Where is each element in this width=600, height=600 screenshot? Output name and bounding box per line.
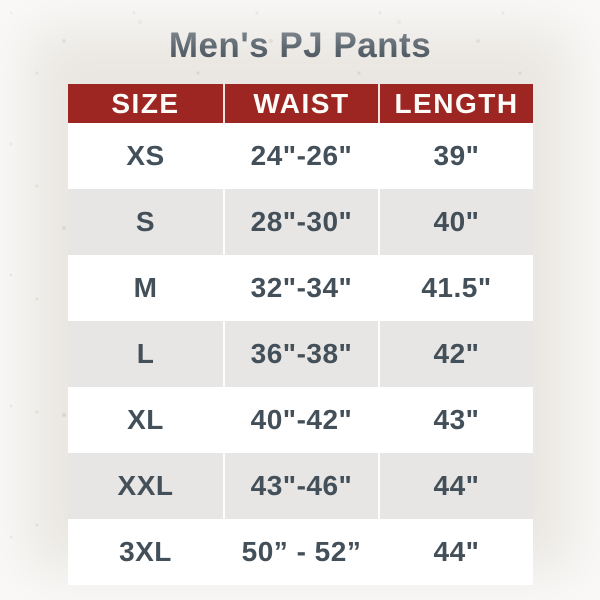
cell-length: 44" xyxy=(378,453,533,519)
cell-length: 42" xyxy=(378,321,533,387)
cell-length: 41.5" xyxy=(378,255,533,321)
cell-waist: 28"-30" xyxy=(223,189,378,255)
cell-waist: 24"-26" xyxy=(223,123,378,189)
cell-waist: 32"-34" xyxy=(223,255,378,321)
cell-size: XL xyxy=(127,404,164,435)
cell-length: 43" xyxy=(378,387,533,453)
cell-size: XXL xyxy=(117,470,174,501)
cell-length: 40" xyxy=(378,189,533,255)
table-row: S 28"-30" 40" xyxy=(68,189,533,255)
column-header-waist: WAIST xyxy=(223,84,378,123)
size-table: SIZE WAIST LENGTH XS 24"-26" 39" S 28"-30" 40… xyxy=(68,84,533,585)
cell-length: 39" xyxy=(378,123,533,189)
page-title: Men's PJ Pants xyxy=(168,26,432,65)
cell-length: 44" xyxy=(378,519,533,585)
cell-size: S xyxy=(135,206,156,237)
cell-waist: 40"-42" xyxy=(223,387,378,453)
cell-size: M xyxy=(133,272,158,303)
cell-size: 3XL xyxy=(119,536,172,567)
table-body: XS 24"-26" 39" S 28"-30" 40" M 32"-34" 41.5" L 36"… xyxy=(68,123,533,585)
table-row: M 32"-34" 41.5" xyxy=(68,255,533,321)
cell-waist: 43"-46" xyxy=(223,453,378,519)
table-header-row: SIZE WAIST LENGTH xyxy=(68,84,533,123)
table-row: XS 24"-26" 39" xyxy=(68,123,533,189)
cell-waist: 36"-38" xyxy=(223,321,378,387)
cell-size: XS xyxy=(126,140,165,171)
table-row: 3XL 50” - 52” 44" xyxy=(68,519,533,585)
cell-size: L xyxy=(136,338,155,369)
column-header-size: SIZE xyxy=(111,88,180,119)
table-row: XXL 43"-46" 44" xyxy=(68,453,533,519)
table-row: XL 40"-42" 43" xyxy=(68,387,533,453)
column-header-length: LENGTH xyxy=(378,84,533,123)
table-row: L 36"-38" 42" xyxy=(68,321,533,387)
cell-waist: 50” - 52” xyxy=(223,519,378,585)
